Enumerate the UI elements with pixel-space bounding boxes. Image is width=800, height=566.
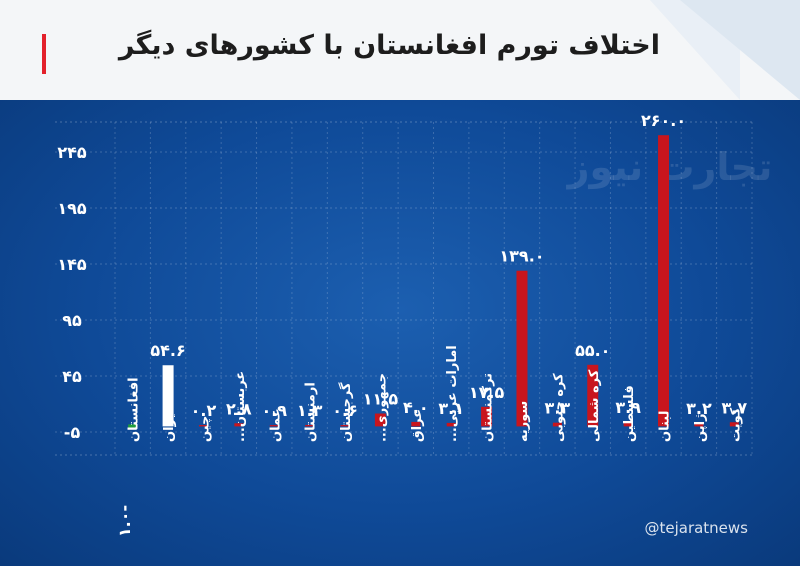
data-label: ۱۱.۵ [363,390,399,409]
category-label: کره شمالی [587,369,602,442]
category-label: ایران [162,409,177,442]
data-label: ۱۳۹.۰ [499,247,544,266]
data-label: ۳.۳ [545,399,571,418]
category-label: عراق [410,409,425,442]
data-label: ۱۷.۵ [469,383,505,402]
bar [411,421,421,427]
social-handle: @tejaratnews [644,519,748,537]
category-label: افغانستان [127,377,142,442]
category-label: ترکمنستان [481,373,496,442]
data-label: ۱.۳ [297,401,323,420]
category-label: کره جنوبی [551,373,566,442]
category-label: امارات عربی... [445,345,460,442]
data-label: ۳.۹ [615,398,641,417]
bar [269,425,279,427]
bar [516,270,528,427]
bar [340,425,350,427]
y-tick-label: ۹۵ [62,311,82,330]
category-label: عربستان... [233,371,248,442]
data-label: ۳.۷ [722,398,748,417]
y-tick-label: ۴۵ [62,367,82,386]
category-label: فلسطین [622,385,637,442]
bar [694,422,704,427]
category-label: عمان [268,408,283,442]
data-label: ۲۶۰.۰ [641,111,686,130]
bar [234,423,244,427]
bar [198,425,208,427]
y-tick-label: -۵ [64,423,81,442]
category-label: چین [197,416,212,442]
bar [623,422,633,427]
chart-title: اختلاف تورم افغانستان با کشورهای دیگر [118,30,660,61]
bar [446,422,456,427]
bar [305,424,315,427]
bar [587,364,599,427]
bar [481,406,493,427]
category-label: لبنان [658,411,673,442]
bar [658,135,670,427]
title-accent-bar [42,34,46,74]
data-label: ۳.۲ [686,399,712,418]
data-label: ۲.۸ [226,399,252,418]
header: اختلاف تورم افغانستان با کشورهای دیگر [0,0,800,100]
bar [162,365,174,427]
data-label: ۰.۶ [332,401,358,420]
bar [552,422,562,427]
data-label: ۵۴.۶ [150,341,185,360]
y-tick-label: ۱۹۵ [57,199,87,218]
bar [128,424,138,429]
data-label: ۰.۹ [261,401,287,420]
data-label: ۴.۰ [403,398,429,417]
y-tick-label: ۱۴۵ [57,255,87,274]
category-label: سوریه [516,401,531,442]
bar [729,422,739,427]
data-label: ۰.۲ [191,401,217,420]
category-label: ژاپن [693,413,708,442]
category-label: ارمنستان [304,382,319,442]
category-label: کویت [728,407,743,442]
data-label: ۳.۱ [438,399,464,418]
category-label: جمهوری... [374,373,389,442]
category-label: گرجستان [338,382,354,442]
y-tick-label: ۲۴۵ [57,143,87,162]
data-label: ۵۵.۰ [575,341,610,360]
header-decor-shape [680,0,800,100]
bar [374,413,386,427]
data-label: -۱.۰ [115,505,134,537]
